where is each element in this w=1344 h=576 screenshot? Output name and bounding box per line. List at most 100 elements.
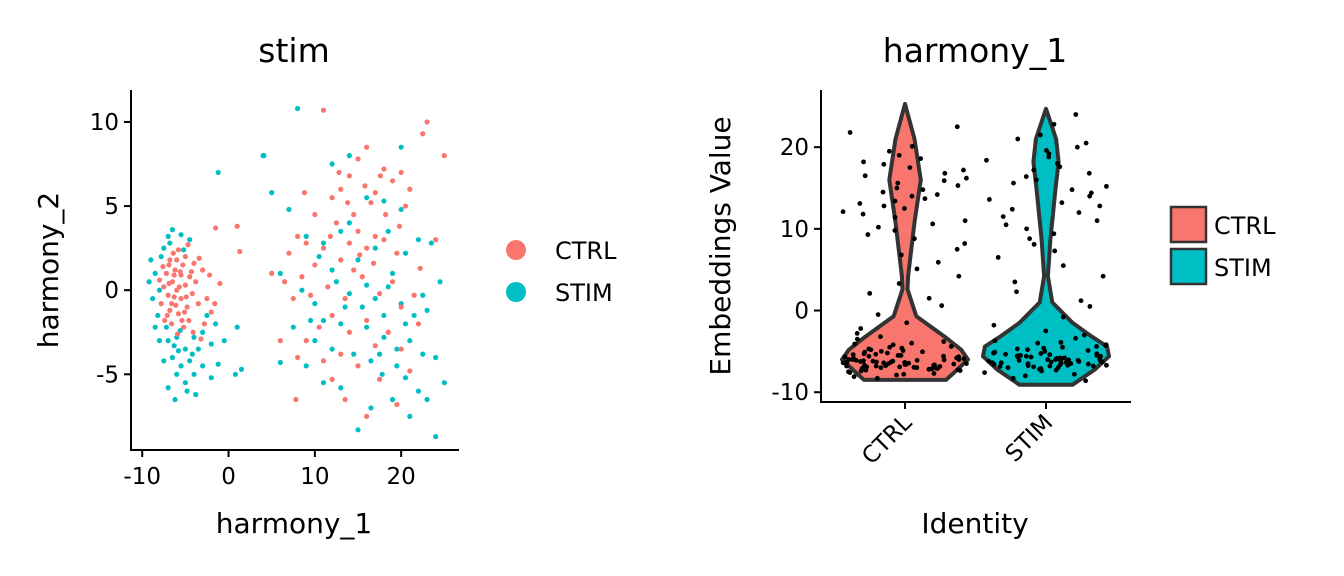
y-tick-label: 10	[780, 217, 809, 243]
scatter-point-ctrl	[370, 260, 377, 266]
scatter-point-stim	[433, 354, 439, 361]
jitter-point	[1047, 352, 1053, 358]
legend-label-stim: STIM	[555, 279, 613, 307]
jitter-point	[1060, 344, 1065, 350]
scatter-point-ctrl	[333, 220, 340, 226]
scatter-point-stim	[437, 279, 443, 285]
jitter-point	[914, 266, 920, 272]
scatter-point-ctrl	[303, 338, 309, 344]
jitter-point	[931, 371, 937, 376]
jitter-point	[1098, 353, 1103, 359]
scatter-point-ctrl	[316, 324, 322, 330]
jitter-point	[875, 312, 881, 318]
jitter-point	[898, 353, 904, 358]
jitter-point	[935, 259, 941, 265]
scatter-point-stim	[364, 324, 370, 330]
jitter-point	[1051, 231, 1057, 237]
scatter-point-stim	[329, 161, 335, 167]
scatter-point-stim	[368, 405, 374, 411]
jitter-point	[1053, 367, 1059, 373]
scatter-title: stim	[258, 31, 329, 70]
jitter-point	[911, 364, 917, 370]
jitter-point	[926, 295, 932, 301]
scatter-point-ctrl	[173, 302, 179, 308]
jitter-point	[997, 364, 1003, 369]
jitter-point	[1047, 363, 1053, 369]
scatter-point-ctrl	[372, 233, 378, 239]
jitter-point	[1083, 378, 1089, 384]
y-tick-label: -10	[771, 380, 809, 406]
jitter-point	[847, 130, 853, 135]
jitter-point	[854, 330, 860, 336]
scatter-point-stim	[165, 233, 171, 239]
scatter-point-stim	[158, 253, 164, 260]
scatter-point-ctrl	[398, 169, 404, 176]
jitter-point	[942, 170, 948, 176]
jitter-point	[858, 368, 864, 374]
scatter-point-stim	[338, 228, 344, 234]
jitter-point	[861, 351, 867, 357]
jitter-point	[1038, 351, 1044, 356]
scatter-point-ctrl	[433, 237, 439, 243]
jitter-point	[862, 173, 868, 179]
scatter-point-ctrl	[198, 336, 204, 342]
scatter-point-stim	[316, 253, 322, 260]
jitter-point	[890, 342, 896, 348]
jitter-point	[858, 326, 864, 331]
scatter-point-ctrl	[234, 223, 240, 229]
violin-stim	[981, 106, 1111, 387]
scatter-point-ctrl	[170, 250, 176, 256]
jitter-point	[904, 320, 910, 326]
jitter-point	[857, 201, 863, 206]
scatter-point-ctrl	[195, 301, 201, 307]
jitter-point	[1037, 132, 1043, 138]
jitter-point	[1028, 354, 1034, 360]
scatter-point-stim	[193, 391, 199, 398]
scatter-point-ctrl	[364, 317, 370, 324]
scatter-point-ctrl	[407, 368, 413, 374]
scatter-point-stim	[424, 396, 430, 403]
scatter-point-stim	[299, 287, 305, 293]
scatter-point-ctrl	[394, 401, 400, 408]
scatter-point-ctrl	[372, 190, 378, 196]
jitter-point	[1085, 361, 1091, 367]
scatter-point-stim	[178, 363, 184, 369]
x-tick-label: 0	[221, 464, 236, 490]
scatter-point-ctrl	[174, 257, 180, 263]
scatter-point-ctrl	[357, 252, 363, 258]
jitter-point	[1085, 348, 1091, 353]
scatter-point-stim	[187, 237, 193, 243]
scatter-point-ctrl	[206, 272, 213, 278]
jitter-point	[1073, 335, 1078, 341]
jitter-point	[1046, 154, 1052, 160]
jitter-point	[941, 357, 947, 363]
scatter-point-ctrl	[294, 354, 301, 361]
jitter-point	[1023, 174, 1029, 179]
scatter-point-ctrl	[186, 317, 192, 324]
jitter-point	[1057, 164, 1063, 170]
scatter-point-stim	[204, 312, 210, 319]
scatter-point-stim	[364, 195, 370, 201]
jitter-point	[876, 224, 881, 230]
jitter-point	[912, 236, 917, 242]
scatter-point-ctrl	[212, 225, 219, 231]
jitter-point	[1074, 144, 1080, 150]
jitter-point	[962, 241, 968, 246]
jitter-point	[1062, 355, 1067, 361]
scatter-point-ctrl	[345, 200, 351, 206]
jitter-point	[957, 368, 963, 373]
scatter-point-ctrl	[162, 317, 168, 324]
scatter-point-ctrl	[188, 269, 195, 275]
legend-key-ctrl	[506, 240, 526, 260]
scatter-point-ctrl	[359, 274, 365, 280]
jitter-point	[1081, 332, 1087, 338]
scatter-point-ctrl	[164, 312, 170, 319]
scatter-point-stim	[161, 358, 167, 364]
jitter-point	[844, 363, 849, 369]
x-tick-label: 20	[387, 464, 416, 490]
x-tick-label: CTRL	[857, 410, 917, 470]
jitter-point	[1025, 347, 1030, 353]
scatter-point-stim	[156, 338, 163, 344]
scatter-point-stim	[303, 363, 309, 369]
